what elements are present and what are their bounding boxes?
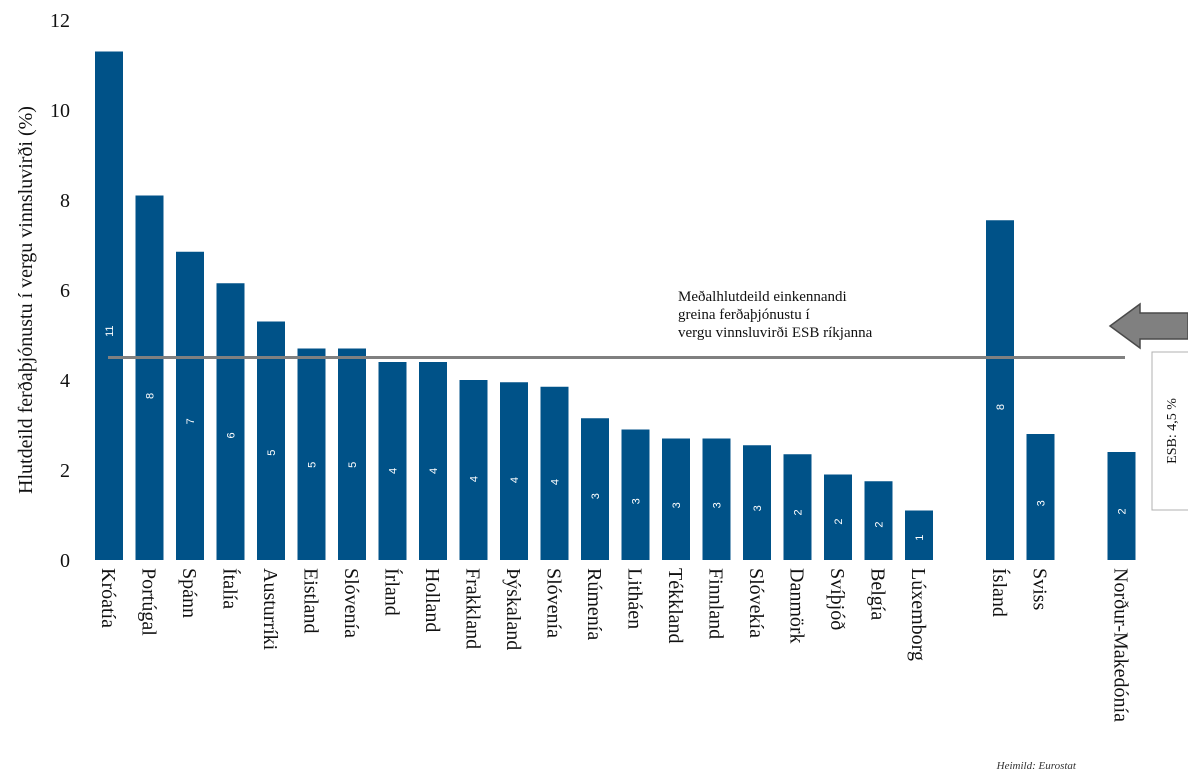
bar xyxy=(216,283,245,560)
y-axis-label: Hlutdeild ferðaþjónustu í vergu vinnsluv… xyxy=(15,106,37,494)
bar xyxy=(257,321,285,560)
bar xyxy=(297,348,326,560)
bar-data-label: 8 xyxy=(145,393,157,399)
bar-data-label: 3 xyxy=(590,493,602,499)
x-tick-label: Belgía xyxy=(867,568,889,620)
bar xyxy=(1107,452,1136,560)
bar-data-label: 5 xyxy=(347,462,359,468)
x-tick-label: Lúxemborg xyxy=(907,568,929,661)
x-tick-label: Rúmenía xyxy=(583,568,605,640)
x-tick-label: Norður-Makedónía xyxy=(1110,568,1132,722)
bar-data-label: 4 xyxy=(509,477,521,483)
bar-data-label: 7 xyxy=(185,418,197,424)
y-tick-label: 6 xyxy=(60,280,70,302)
bar-data-label: 3 xyxy=(1036,500,1048,506)
bar xyxy=(419,362,447,560)
bar xyxy=(540,386,569,560)
eu-average-annotation: Meðalhlutdeild einkennandi greina ferðaþj… xyxy=(678,289,873,341)
bar xyxy=(621,429,650,560)
bar xyxy=(581,418,609,560)
x-tick-label: Portúgal xyxy=(138,568,160,636)
x-tick-label: Þýskaland xyxy=(502,568,524,650)
bar-data-label: 2 xyxy=(874,522,886,528)
y-tick-label: 0 xyxy=(60,550,70,572)
bar xyxy=(702,438,731,560)
bar-data-label: 4 xyxy=(428,468,440,474)
x-tick-label: Írland xyxy=(381,568,404,616)
bar xyxy=(95,51,123,560)
bar-data-label: 3 xyxy=(712,502,724,508)
x-axis-labels: Króatía Portúgal Spánn Ítalía Austurríki Eist… xyxy=(97,568,1132,722)
bar xyxy=(662,438,690,560)
bar-data-label: 5 xyxy=(266,450,278,456)
x-tick-label: Finnland xyxy=(705,568,727,639)
annotation-line: vergu vinnsluvirði ESB ríkjanna xyxy=(678,325,873,341)
bar-data-label: 2 xyxy=(793,509,805,515)
bar xyxy=(905,510,933,560)
bar xyxy=(1026,434,1055,560)
x-tick-label: Ísland xyxy=(988,568,1011,617)
bar-data-label: 8 xyxy=(995,404,1007,410)
x-tick-label: Slóvenía xyxy=(543,568,565,638)
eu-average-callout-box xyxy=(1151,351,1188,511)
y-tick-label: 2 xyxy=(60,460,70,482)
x-tick-label: Króatía xyxy=(97,568,119,628)
bar-data-label: 4 xyxy=(388,468,400,474)
bar xyxy=(459,380,488,560)
bar-data-label: 3 xyxy=(671,502,683,508)
y-tick-label: 8 xyxy=(60,190,70,212)
y-tick-label: 12 xyxy=(50,10,70,32)
x-tick-label: Frakkland xyxy=(462,568,484,649)
bar xyxy=(864,481,893,560)
bar-data-label: 6 xyxy=(226,432,238,438)
x-tick-label: Ítalía xyxy=(219,568,242,609)
x-tick-label: Eistland xyxy=(300,568,322,634)
y-axis-ticks: 0 2 4 6 8 10 12 xyxy=(50,10,70,572)
eu-average-arrow-icon xyxy=(1108,302,1188,350)
bar-data-label: 1 xyxy=(914,535,926,541)
x-tick-label: Sviss xyxy=(1029,568,1051,610)
bar-data-label: 2 xyxy=(833,518,845,524)
bar xyxy=(378,362,407,560)
bar xyxy=(176,251,204,560)
y-tick-label: 4 xyxy=(60,370,70,392)
x-tick-label: Litháen xyxy=(624,568,646,629)
bar xyxy=(338,348,366,560)
annotation-line: Meðalhlutdeild einkennandi xyxy=(678,289,847,305)
bar xyxy=(500,382,528,560)
x-tick-label: Austurríki xyxy=(259,568,281,651)
x-tick-label: Holland xyxy=(421,568,443,632)
y-tick-label: 10 xyxy=(50,100,70,122)
source-note: Heimild: Eurostat xyxy=(996,760,1076,772)
bar-data-label: 4 xyxy=(550,479,562,485)
eu-average-callout-label: ESB: 4,5 % xyxy=(1165,398,1180,464)
bar-data-label: 11 xyxy=(104,325,116,336)
bar xyxy=(743,445,771,560)
bar xyxy=(824,474,852,560)
annotation-line: greina ferðaþjónustu í xyxy=(678,307,810,323)
bars: 11 8 7 6 5 5 5 4 4 4 4 4 3 3 3 3 3 2 2 2 1 8 3 2 xyxy=(95,51,1136,560)
bar-data-label: 3 xyxy=(631,498,643,504)
bar xyxy=(986,220,1014,560)
x-tick-label: Spánn xyxy=(178,568,200,618)
bar-data-label: 3 xyxy=(752,505,764,511)
bar-data-label: 4 xyxy=(469,476,481,482)
bar xyxy=(783,454,812,560)
bar-data-label: 2 xyxy=(1117,508,1129,514)
x-tick-label: Danmörk xyxy=(786,568,808,644)
x-tick-label: Slóvenía xyxy=(340,568,362,638)
x-tick-label: Svíþjóð xyxy=(826,568,848,630)
bar-data-label: 5 xyxy=(307,462,319,468)
x-tick-label: Slóvekía xyxy=(745,568,767,638)
x-tick-label: Tékkland xyxy=(664,568,686,644)
bar xyxy=(135,195,164,560)
